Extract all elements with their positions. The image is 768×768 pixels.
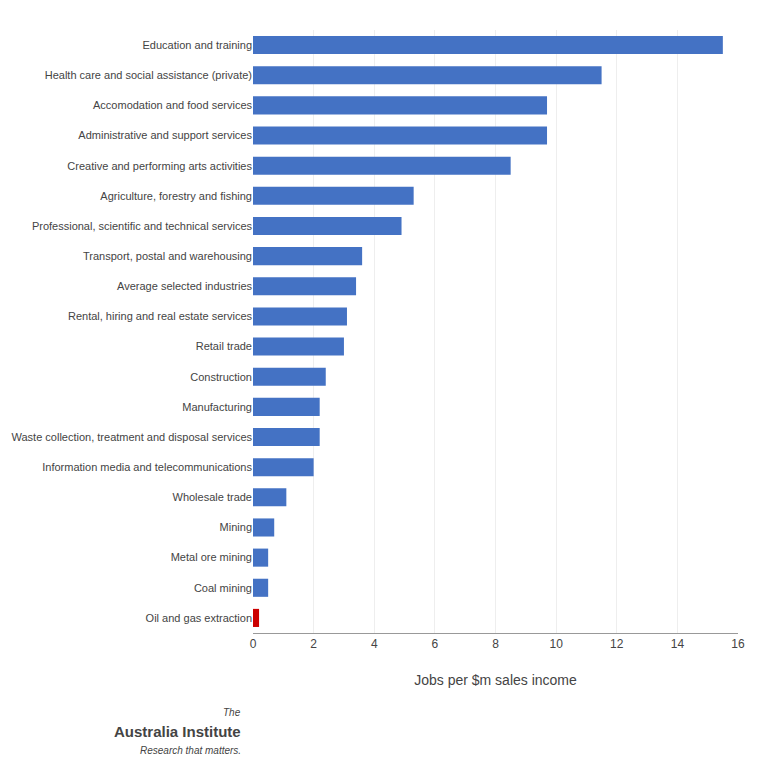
svg-text:Accomodation and food services: Accomodation and food services — [93, 99, 252, 111]
svg-text:Average selected industries: Average selected industries — [117, 280, 252, 292]
svg-text:10: 10 — [549, 637, 563, 651]
svg-text:Health care and social assista: Health care and social assistance (priva… — [45, 69, 252, 81]
svg-text:8: 8 — [492, 637, 499, 651]
svg-text:Coal mining: Coal mining — [194, 582, 252, 594]
svg-text:Jobs per $m sales income: Jobs per $m sales income — [414, 672, 577, 688]
svg-text:4: 4 — [371, 637, 378, 651]
svg-text:16: 16 — [731, 637, 745, 651]
svg-text:Australia Institute: Australia Institute — [114, 723, 241, 740]
svg-text:Administrative and support ser: Administrative and support services — [78, 129, 252, 141]
svg-text:Waste collection, treatment an: Waste collection, treatment and disposal… — [12, 431, 253, 443]
svg-text:Creative and performing arts a: Creative and performing arts activities — [67, 160, 252, 172]
svg-text:Manufacturing: Manufacturing — [182, 401, 252, 413]
svg-text:14: 14 — [671, 637, 685, 651]
svg-text:Wholesale trade: Wholesale trade — [173, 491, 253, 503]
svg-text:Research that matters.: Research that matters. — [140, 745, 241, 756]
svg-text:Information media and telecomm: Information media and telecommunications — [42, 461, 252, 473]
svg-text:Professional, scientific and t: Professional, scientific and technical s… — [32, 220, 253, 232]
svg-text:The: The — [223, 707, 241, 718]
svg-text:Retail trade: Retail trade — [196, 340, 252, 352]
svg-text:Transport, postal and warehous: Transport, postal and warehousing — [83, 250, 252, 262]
svg-text:Oil and gas extraction: Oil and gas extraction — [146, 612, 252, 624]
svg-text:Rental, hiring and real estate: Rental, hiring and real estate services — [68, 310, 253, 322]
svg-text:2: 2 — [310, 637, 317, 651]
svg-text:0: 0 — [250, 637, 257, 651]
svg-text:Agriculture, forestry and fish: Agriculture, forestry and fishing — [100, 190, 252, 202]
svg-text:Metal ore mining: Metal ore mining — [171, 551, 252, 563]
svg-text:Construction: Construction — [190, 371, 252, 383]
svg-text:12: 12 — [610, 637, 624, 651]
svg-text:6: 6 — [432, 637, 439, 651]
svg-text:Mining: Mining — [220, 521, 252, 533]
svg-text:Education and training: Education and training — [143, 39, 252, 51]
